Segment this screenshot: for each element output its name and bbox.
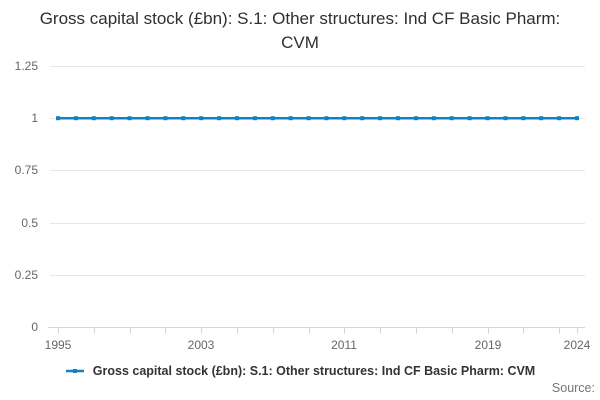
data-point-marker [91,116,96,121]
y-tick-label: 1.25 [15,59,39,73]
y-tick-label: 0.75 [15,163,39,177]
data-point-marker [324,116,329,121]
source-label: Source: [551,381,595,395]
data-point-marker [127,116,132,121]
data-point-marker [449,116,454,121]
data-point-marker [503,116,508,121]
data-point-marker [575,116,579,121]
y-tick-label: 1 [31,111,38,125]
data-point-marker [342,116,347,121]
y-tick-label: 0 [31,320,38,334]
legend-line-marker-icon [65,369,84,373]
x-tick-label: 2024 [564,338,591,352]
data-point-marker [413,116,418,121]
data-point-marker [378,116,383,121]
data-point-marker [163,116,168,121]
data-point-marker [539,116,544,121]
x-tick-label: 2019 [475,338,502,352]
legend-label: Gross capital stock (£bn): S.1: Other st… [92,364,536,378]
y-tick-label: 0.5 [21,216,38,230]
data-point-marker [485,116,490,121]
data-point-marker [467,116,472,121]
y-tick-label: 0.25 [15,268,39,282]
chart-title: Gross capital stock (£bn): S.1: Other st… [39,9,561,52]
data-point-marker [270,116,275,121]
data-point-marker [199,116,204,121]
data-point-marker [431,116,436,121]
data-point-marker [557,116,562,121]
x-tick-label: 2011 [331,338,357,352]
data-point-marker [109,116,114,121]
data-point-marker [56,116,60,121]
x-tick-label: 1995 [45,338,72,352]
data-point-marker [217,116,222,121]
x-tick-label: 2003 [188,338,215,352]
data-point-marker [396,116,400,121]
legend: Gross capital stock (£bn): S.1: Other st… [0,364,600,378]
data-point-marker [521,116,526,121]
data-point-marker [306,116,311,121]
data-point-marker [360,116,365,121]
data-point-marker [252,116,257,121]
data-point-marker [145,116,150,121]
data-point-marker [288,116,293,121]
data-point-marker [73,116,78,121]
data-point-marker [181,116,186,121]
legend-item[interactable]: Gross capital stock (£bn): S.1: Other st… [65,364,535,378]
data-point-marker [235,116,239,121]
